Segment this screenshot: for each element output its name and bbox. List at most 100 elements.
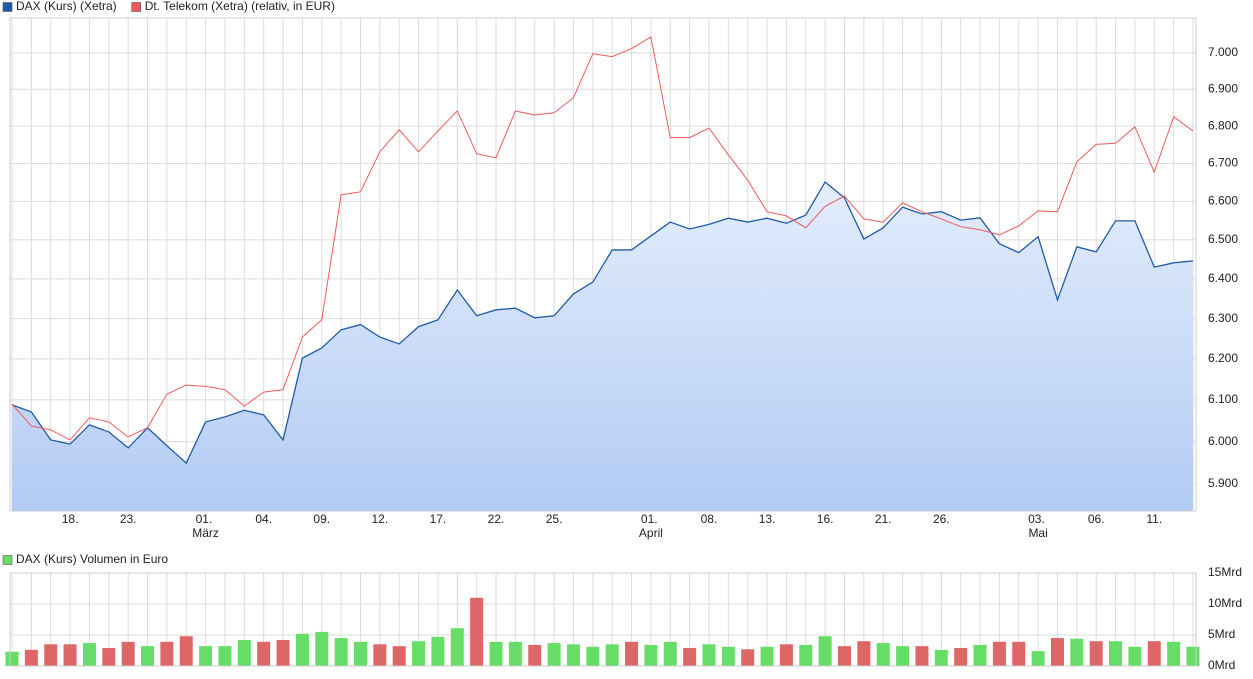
bar (489, 641, 503, 666)
x-tick-day: 03. (1028, 512, 1048, 526)
x-tick-label: 18. (62, 512, 79, 526)
x-tick-month: April (639, 526, 663, 540)
x-tick-label: 06. (1088, 512, 1105, 526)
y-tick-label: 7.000 (1208, 45, 1238, 59)
bar (683, 648, 697, 666)
legend-swatch (2, 555, 13, 565)
bar (237, 639, 251, 666)
bar (799, 644, 813, 666)
bar (412, 641, 426, 666)
y-tick-label: 6.000 (1208, 434, 1238, 448)
bar (334, 638, 348, 666)
bar (450, 628, 464, 666)
x-tick-label: 21. (875, 512, 892, 526)
bar (179, 636, 193, 666)
bar (102, 648, 116, 666)
bar (566, 644, 580, 666)
x-tick-label: 01. März (192, 512, 219, 540)
bar (779, 644, 793, 666)
x-tick-label: 12. (372, 512, 389, 526)
bar (876, 643, 890, 666)
bar (5, 651, 19, 666)
x-tick-label: 03. Mai (1028, 512, 1048, 540)
legend-label: DAX (Kurs) (Xetra) (16, 0, 117, 13)
bar (586, 646, 600, 666)
bar (838, 646, 852, 666)
bar (218, 646, 232, 666)
bar (528, 644, 542, 666)
bar (1167, 641, 1181, 666)
bar (295, 633, 309, 666)
x-tick-month: Mai (1028, 526, 1047, 540)
bar (121, 641, 135, 666)
y-tick-label: 6.900 (1208, 81, 1238, 95)
bar (973, 644, 987, 666)
bar (431, 636, 445, 666)
bar (373, 644, 387, 666)
bar (141, 646, 155, 666)
x-tick-day: 01. (196, 512, 216, 526)
x-tick-label: 17. (430, 512, 447, 526)
x-tick-label: 08. (701, 512, 718, 526)
bar (1050, 638, 1064, 666)
legend-label: DAX (Kurs) Volumen in Euro (16, 552, 168, 566)
bar (470, 597, 484, 666)
y-tick-label: 6.800 (1208, 118, 1238, 132)
bar (1128, 646, 1142, 666)
bar (315, 631, 329, 666)
x-tick-label: 01. April (639, 512, 663, 540)
x-tick-label: 23. (120, 512, 137, 526)
bar (644, 644, 658, 666)
bar (954, 648, 968, 666)
bar (82, 643, 96, 666)
x-tick-label: 16. (817, 512, 834, 526)
bar (741, 649, 755, 666)
bar (1147, 641, 1161, 666)
bar (392, 646, 406, 666)
y-tick-label: 6.300 (1208, 311, 1238, 325)
x-tick-label: 09. (313, 512, 330, 526)
bar (1186, 646, 1200, 666)
x-tick-label: 25. (546, 512, 563, 526)
bar (934, 649, 948, 666)
bar (63, 644, 77, 666)
y-tick-label: 6.600 (1208, 194, 1238, 208)
y-tick-label: 5Mrd (1208, 627, 1235, 641)
legend-swatch (2, 2, 13, 12)
x-tick-label: 04. (255, 512, 272, 526)
bar (276, 639, 290, 666)
area (12, 181, 1193, 511)
x-tick-label: 11. (1146, 512, 1162, 526)
y-tick-label: 5.900 (1208, 476, 1238, 490)
bar (857, 641, 871, 666)
x-tick-month: März (192, 526, 219, 540)
y-tick-label: 6.200 (1208, 351, 1238, 365)
y-tick-label: 15Mrd (1208, 565, 1242, 579)
y-tick-label: 6.100 (1208, 392, 1238, 406)
bar (1089, 641, 1103, 666)
bar (992, 641, 1006, 666)
bar (44, 644, 58, 666)
legend-swatch (131, 2, 141, 12)
legend-label: Dt. Telekom (Xetra) (relativ, in EUR) (145, 0, 335, 13)
bar (896, 646, 910, 666)
bar (199, 646, 213, 666)
y-tick-label: 0Mrd (1208, 658, 1235, 672)
bar (663, 641, 677, 666)
bar (1031, 651, 1045, 666)
x-tick-label: 26. (933, 512, 950, 526)
bar (1012, 641, 1026, 666)
line (11, 180, 1194, 465)
y-tick-label: 10Mrd (1208, 596, 1242, 610)
y-tick-label: 6.500 (1208, 232, 1238, 246)
bar (702, 644, 716, 666)
bar (547, 643, 561, 666)
x-tick-day: 01. (641, 512, 661, 526)
bar (721, 646, 735, 666)
bar (257, 641, 271, 666)
bar (818, 636, 832, 666)
line (11, 36, 1194, 441)
x-tick-label: 22. (488, 512, 505, 526)
bar (605, 644, 619, 666)
